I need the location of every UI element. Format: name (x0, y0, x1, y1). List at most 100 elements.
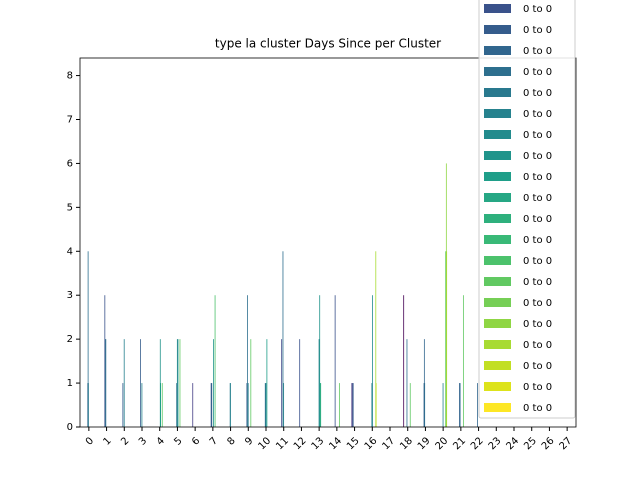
y-tick-label: 1 (67, 378, 73, 389)
bar (352, 383, 353, 427)
legend-label: 0 to 0 (523, 4, 552, 15)
bar (318, 339, 320, 427)
bar (375, 251, 377, 427)
y-tick-label: 4 (67, 246, 73, 257)
bar (177, 339, 179, 427)
bar (140, 339, 141, 427)
bar (424, 383, 426, 427)
legend-swatch (484, 46, 511, 55)
legend-box (478, 0, 576, 419)
legend-label: 0 to 0 (523, 256, 552, 267)
bar (211, 383, 213, 427)
bar (176, 383, 178, 427)
bar (462, 295, 464, 427)
bar (213, 339, 214, 427)
legend-swatch (484, 361, 511, 370)
bar (351, 383, 353, 427)
x-tick-label: 6 (190, 435, 202, 447)
bar (176, 339, 178, 427)
legend-swatch (484, 193, 511, 202)
bar (445, 251, 447, 427)
legend-label: 0 to 0 (523, 151, 552, 162)
legend-label: 0 to 0 (523, 214, 552, 225)
bar (477, 383, 478, 427)
bar (459, 383, 461, 427)
legend-label: 0 to 0 (523, 25, 552, 36)
y-tick-label: 0 (67, 422, 73, 433)
bar (319, 295, 321, 427)
x-tick-label: 18 (398, 435, 415, 452)
plot-frame (79, 57, 577, 428)
bar (320, 383, 322, 427)
bar (105, 339, 107, 427)
bar (266, 339, 268, 427)
bar (250, 339, 252, 427)
bar (338, 383, 340, 427)
x-tick-label: 4 (155, 435, 167, 447)
x-tick-label: 17 (380, 435, 397, 452)
bar (319, 383, 321, 427)
x-tick-label: 10 (256, 435, 273, 452)
legend-swatch (484, 235, 511, 244)
legend-label: 0 to 0 (523, 340, 552, 351)
bar (123, 339, 125, 427)
x-tick-label: 22 (469, 435, 486, 452)
x-tick-label: 8 (226, 435, 238, 447)
x-tick-label: 12 (292, 435, 309, 452)
x-tick-label: 11 (274, 435, 291, 452)
x-tick-label: 20 (434, 435, 451, 452)
x-tick-label: 5 (172, 435, 184, 447)
x-tick-label: 23 (487, 435, 504, 452)
bar (246, 383, 248, 427)
legend-label: 0 to 0 (523, 319, 552, 330)
x-tick-label: 9 (243, 435, 255, 447)
y-tick-label: 3 (67, 290, 73, 301)
legend-label: 0 to 0 (523, 88, 552, 99)
legend-swatch (484, 256, 511, 265)
x-tick-label: 13 (310, 435, 327, 452)
x-tick-label: 15 (345, 435, 362, 452)
bar (87, 251, 89, 427)
legend-label: 0 to 0 (523, 277, 552, 288)
legend-swatch (484, 151, 511, 160)
x-tick-label: 27 (558, 435, 575, 452)
bar (179, 339, 181, 427)
legend-swatch (484, 67, 511, 76)
legend-label: 0 to 0 (523, 382, 552, 393)
bar (265, 383, 267, 427)
y-tick-label: 7 (67, 115, 73, 126)
bar (459, 383, 460, 427)
x-tick-label: 14 (327, 435, 344, 452)
legend-swatch (484, 403, 511, 412)
bar (88, 383, 89, 427)
bar (210, 383, 212, 427)
legend-label: 0 to 0 (523, 298, 552, 309)
legend-label: 0 to 0 (523, 109, 552, 120)
bar (409, 383, 411, 427)
legend-label: 0 to 0 (523, 193, 552, 204)
legend-swatch (484, 4, 511, 13)
x-tick-label: 3 (137, 435, 149, 447)
bar (104, 295, 106, 427)
bar (281, 339, 283, 427)
x-tick-label: 2 (119, 435, 131, 447)
y-tick-label: 2 (67, 334, 73, 345)
bar (423, 339, 425, 427)
legend-label: 0 to 0 (523, 130, 552, 141)
bar (230, 383, 231, 427)
legend-swatch (484, 130, 511, 139)
bar (122, 383, 124, 427)
legend-label: 0 to 0 (523, 46, 552, 57)
bar (371, 383, 373, 427)
bar (214, 295, 216, 427)
bar (442, 383, 444, 427)
x-tick-label: 24 (504, 435, 521, 452)
legend-swatch (484, 172, 511, 181)
bar (299, 339, 301, 427)
legend-swatch (484, 340, 511, 349)
bar (352, 383, 354, 427)
chart-title: type la cluster Days Since per Cluster (215, 37, 441, 51)
legend-label: 0 to 0 (523, 361, 552, 372)
bar (247, 295, 248, 427)
